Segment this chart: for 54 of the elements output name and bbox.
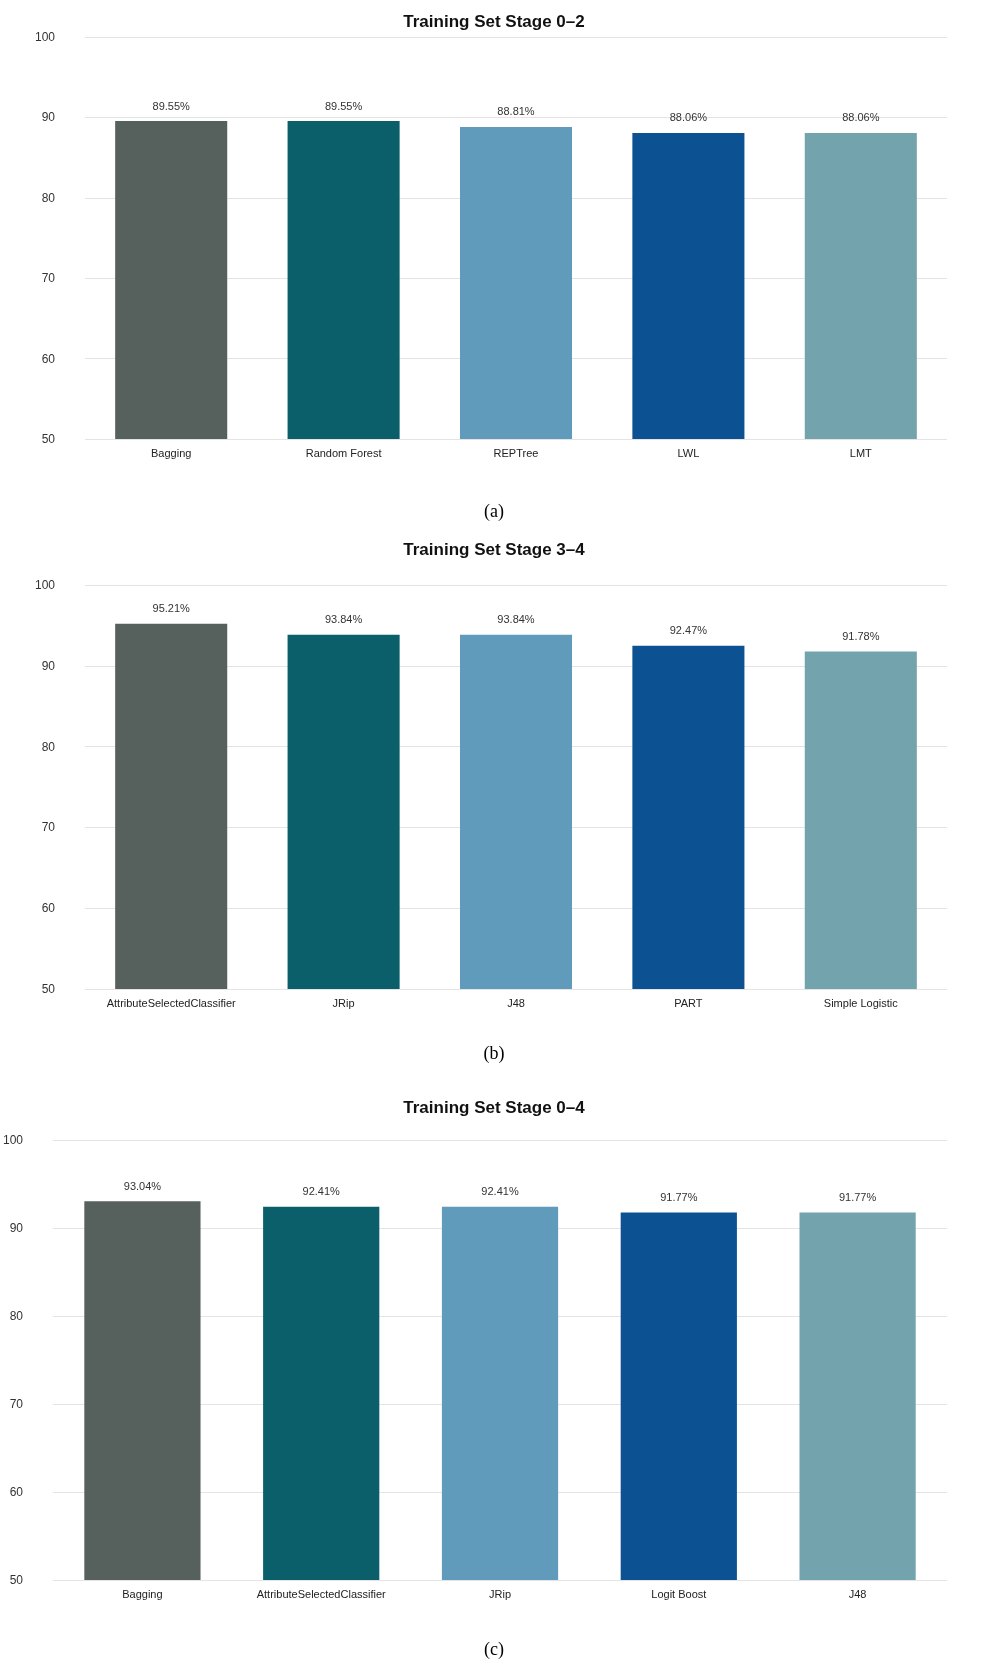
x-tick-label: J48 bbox=[507, 996, 525, 1009]
data-label: 93.04% bbox=[123, 1179, 162, 1192]
chart-title: Training Set Stage 0–2 bbox=[403, 12, 585, 31]
y-tick-label: 60 bbox=[41, 901, 56, 916]
data-label: 89.55% bbox=[324, 99, 363, 112]
data-label: 88.81% bbox=[497, 105, 535, 118]
x-tick-label: REPTree bbox=[493, 446, 539, 459]
x-tick-label: Bagging bbox=[151, 446, 192, 459]
chart-title: Training Set Stage 0–4 bbox=[403, 1098, 586, 1117]
data-label: 91.78% bbox=[842, 629, 880, 642]
chart-title: Training Set Stage 3–4 bbox=[403, 540, 586, 559]
y-tick-label: 50 bbox=[41, 982, 56, 996]
x-tick-label: PART bbox=[674, 996, 703, 1009]
data-label: 93.84% bbox=[324, 613, 363, 626]
y-tick-label: 100 bbox=[34, 578, 56, 592]
data-label: 91.77% bbox=[660, 1190, 698, 1203]
data-label: 93.84% bbox=[497, 613, 535, 626]
y-tick-label: 60 bbox=[41, 351, 56, 366]
data-label: 89.55% bbox=[152, 99, 191, 112]
x-tick-label: AttributeSelectedClassifier bbox=[256, 1587, 387, 1600]
x-tick-label: Logit Boost bbox=[651, 1587, 707, 1600]
y-tick-label: 80 bbox=[9, 1309, 24, 1323]
text: (b) bbox=[483, 1043, 505, 1064]
y-tick-label: 60 bbox=[9, 1485, 24, 1499]
y-tick-label: 80 bbox=[41, 190, 56, 205]
text: (a) bbox=[484, 501, 504, 522]
data-label: 91.77% bbox=[838, 1190, 877, 1203]
x-tick-label: Bagging bbox=[122, 1587, 163, 1600]
x-tick-label: Simple Logistic bbox=[823, 996, 899, 1009]
x-tick-label: Random Forest bbox=[305, 446, 382, 459]
y-tick-label: 50 bbox=[9, 1573, 24, 1587]
data-label: 88.06% bbox=[669, 111, 708, 124]
y-tick-label: 100 bbox=[2, 1133, 24, 1147]
data-label: 92.47% bbox=[669, 624, 708, 637]
data-label: 92.41% bbox=[302, 1185, 341, 1198]
x-tick-label: JRip bbox=[332, 996, 355, 1009]
text: (c) bbox=[484, 1639, 504, 1660]
y-tick-label: 90 bbox=[41, 658, 56, 673]
data-label: 95.21% bbox=[152, 602, 191, 615]
x-tick-label: J48 bbox=[848, 1587, 867, 1600]
y-tick-label: 70 bbox=[41, 820, 56, 835]
data-label: 88.06% bbox=[842, 111, 880, 124]
y-tick-label: 50 bbox=[41, 432, 56, 446]
y-tick-label: 90 bbox=[9, 1221, 24, 1235]
x-tick-label: LWL bbox=[677, 446, 700, 459]
y-tick-label: 90 bbox=[41, 110, 56, 125]
x-tick-label: JRip bbox=[489, 1587, 512, 1600]
y-tick-label: 80 bbox=[41, 739, 56, 754]
x-tick-label: LMT bbox=[849, 446, 873, 459]
y-tick-label: 70 bbox=[41, 271, 56, 286]
data-label: 92.41% bbox=[481, 1185, 519, 1198]
x-tick-label: AttributeSelectedClassifier bbox=[106, 996, 237, 1009]
y-tick-label: 70 bbox=[9, 1397, 24, 1411]
y-tick-label: 100 bbox=[34, 30, 56, 44]
